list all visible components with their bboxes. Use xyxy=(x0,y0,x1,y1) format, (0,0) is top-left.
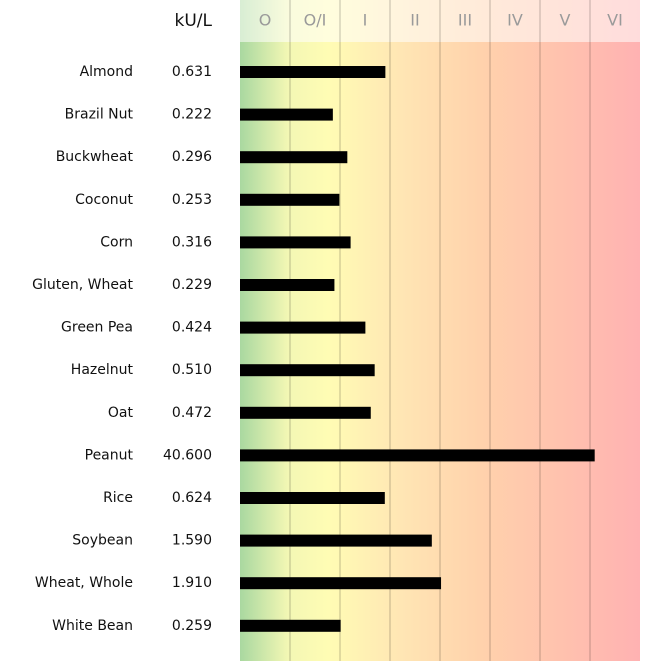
unit-label: kU/L xyxy=(175,11,213,31)
category-label: Brazil Nut xyxy=(65,107,134,123)
bar xyxy=(240,492,385,504)
category-label: Rice xyxy=(103,490,133,506)
bar xyxy=(240,577,442,590)
value-label: 0.253 xyxy=(172,192,212,208)
value-label: 0.624 xyxy=(172,490,212,506)
bar xyxy=(240,279,335,291)
category-label: Gluten, Wheat xyxy=(32,277,133,293)
bar xyxy=(240,449,595,462)
class-label: III xyxy=(458,11,472,30)
class-label: O/I xyxy=(304,11,327,30)
value-label: 0.424 xyxy=(172,320,212,336)
bar xyxy=(240,406,371,419)
bar xyxy=(240,193,340,206)
category-label: Corn xyxy=(100,234,133,250)
category-label: Almond xyxy=(80,64,133,80)
bar xyxy=(240,236,351,249)
category-label: Hazelnut xyxy=(71,362,134,378)
value-label: 0.472 xyxy=(172,405,212,421)
value-label: 40.600 xyxy=(163,447,212,463)
value-label: 0.316 xyxy=(172,234,212,250)
bar xyxy=(240,619,341,632)
category-label: Wheat, Whole xyxy=(35,575,133,591)
value-label: 0.222 xyxy=(172,107,212,123)
category-label: Soybean xyxy=(72,533,133,549)
bar xyxy=(240,321,366,334)
value-label: 0.510 xyxy=(172,362,212,378)
value-label: 0.259 xyxy=(172,618,212,634)
value-label: 1.910 xyxy=(172,575,212,591)
category-label: White Bean xyxy=(52,618,133,634)
value-label: 0.631 xyxy=(172,64,212,80)
category-label: Buckwheat xyxy=(56,149,134,165)
class-label: IV xyxy=(507,11,523,30)
value-label: 1.590 xyxy=(172,533,212,549)
bar xyxy=(240,66,386,78)
class-label: II xyxy=(410,11,419,30)
bar xyxy=(240,364,375,377)
class-label: I xyxy=(363,11,368,30)
bar xyxy=(240,534,432,547)
category-label: Oat xyxy=(108,405,134,421)
class-label: V xyxy=(560,11,571,30)
header-band xyxy=(240,0,640,42)
value-label: 0.296 xyxy=(172,149,212,165)
bar xyxy=(240,108,333,121)
value-label: 0.229 xyxy=(172,277,212,293)
class-label: O xyxy=(259,11,272,30)
bar xyxy=(240,151,348,164)
class-label: VI xyxy=(607,11,623,30)
category-label: Peanut xyxy=(85,447,134,463)
category-label: Green Pea xyxy=(61,320,133,336)
category-label: Coconut xyxy=(75,192,133,208)
